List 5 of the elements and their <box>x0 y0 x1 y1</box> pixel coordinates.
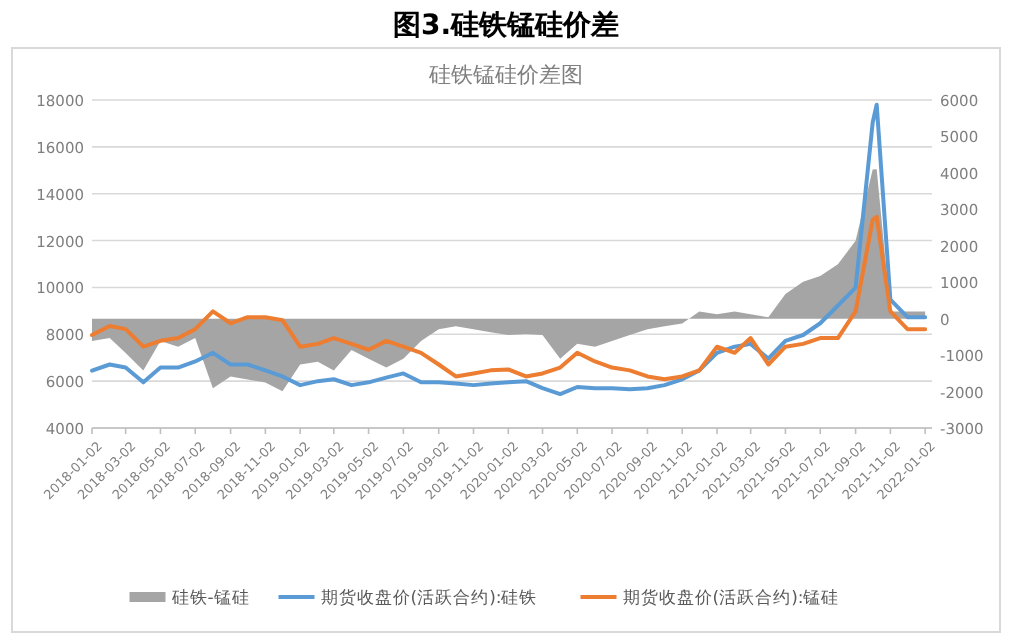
legend-label: 硅铁-锰硅 <box>169 587 250 609</box>
legend-label: 期货收盘价(活跃合约):硅铁 <box>320 587 538 609</box>
chart-subtitle: 硅铁锰硅价差图 <box>427 62 583 88</box>
legend-label: 期货收盘价(活跃合约):锰硅 <box>622 587 840 609</box>
chart-title: 图3.硅铁锰硅价差 <box>392 10 620 42</box>
